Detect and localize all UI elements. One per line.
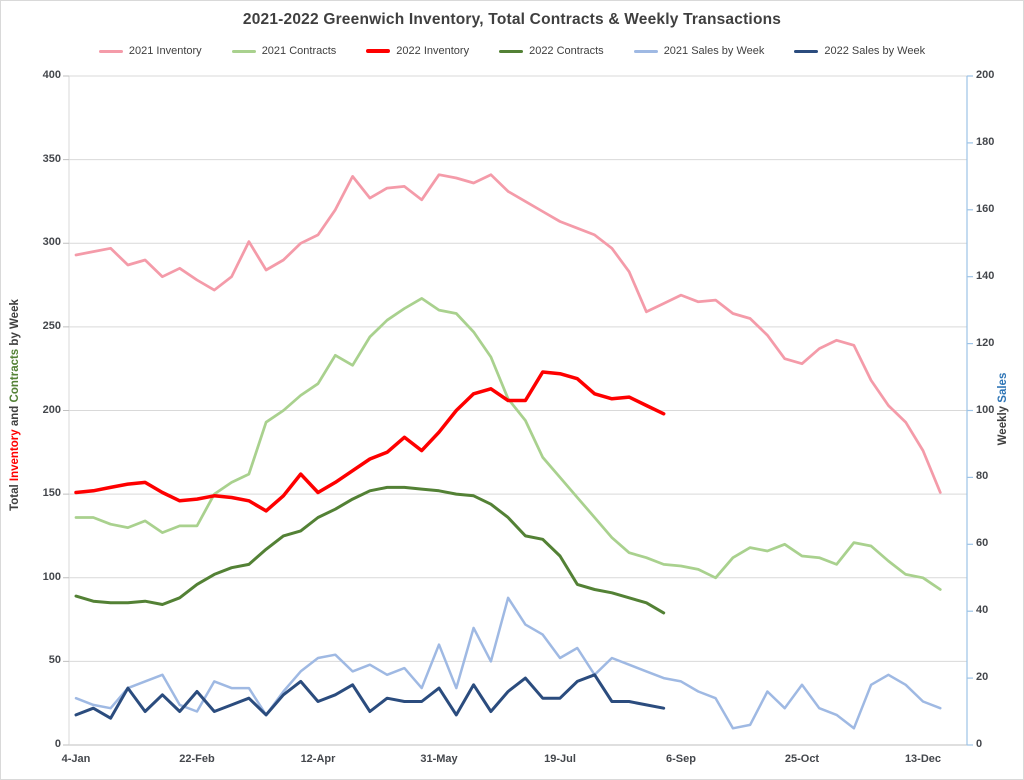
y-axis-tick-label-right: 60: [976, 537, 989, 550]
x-axis-tick-label: 19-Jul: [544, 753, 576, 765]
legend-label: 2021 Inventory: [128, 45, 202, 57]
legend-marker: [499, 49, 524, 53]
legend-label: 2022 Contracts: [529, 45, 604, 57]
x-axis-tick-label: 6-Sep: [666, 753, 696, 765]
y-axis-tick-label-right: 160: [976, 202, 995, 215]
legend-item-2022-inventory: 2022 Inventory: [366, 45, 469, 57]
series-line-2022-contracts: [74, 485, 666, 615]
y-axis-tick-label-right: 140: [976, 269, 995, 282]
legend-label: 2021 Contracts: [261, 45, 337, 57]
left-axis-title: Total Inventory and Contracts by Week: [9, 255, 21, 555]
series-line-2021-sales-by-week: [74, 596, 942, 730]
y-axis-tick-label-right: 180: [976, 135, 995, 148]
y-axis-tick-label-left: 300: [42, 236, 61, 249]
series-line-2022-inventory: [74, 370, 666, 513]
series-line-2021-contracts: [74, 297, 942, 591]
legend-marker: [794, 49, 819, 53]
axis-title-part: Weekly: [997, 402, 1009, 446]
x-axis-tick-label: 4-Jan: [61, 753, 91, 765]
legend-marker: [633, 49, 658, 53]
y-axis-tick-label-left: 50: [48, 654, 61, 667]
legend-marker: [366, 49, 391, 53]
legend-label: 2021 Sales by Week: [663, 45, 765, 57]
series-line-2022-sales-by-week: [74, 673, 666, 720]
x-axis-tick-label: 13-Dec: [904, 753, 942, 765]
y-axis-tick-label-right: 120: [976, 336, 995, 349]
legend-marker: [98, 49, 123, 53]
y-axis-tick-label-left: 100: [42, 570, 61, 583]
chart-legend: 2021 Inventory 2021 Contracts 2022 Invento…: [1, 45, 1023, 57]
legend-item-2021-sales-by-week: 2021 Sales by Week: [633, 45, 765, 57]
x-axis-tick-label: 12-Apr: [300, 753, 336, 765]
chart-title: 2021-2022 Greenwich Inventory, Total Con…: [242, 11, 782, 28]
x-axis-tick-label: 25-Oct: [784, 753, 820, 765]
legend-label: 2022 Inventory: [396, 45, 470, 57]
y-axis-tick-label-left: 0: [54, 738, 61, 750]
x-axis-tick-label: 31-May: [420, 753, 458, 765]
y-axis-tick-label-right: 200: [976, 69, 995, 81]
y-axis-tick-label-right: 80: [976, 470, 989, 483]
series-line-2021-inventory: [74, 173, 942, 494]
y-axis-tick-label-right: 0: [976, 738, 983, 750]
legend-item-2021-contracts: 2021 Contracts: [231, 45, 337, 57]
axis-title-part: Contracts: [9, 348, 21, 403]
legend-item-2022-sales-by-week: 2022 Sales by Week: [794, 45, 925, 57]
legend-item-2021-inventory: 2021 Inventory: [98, 45, 202, 57]
y-axis-tick-label-right: 20: [976, 671, 989, 684]
axis-title-part: and: [9, 402, 21, 430]
y-axis-tick-label-left: 250: [42, 319, 61, 332]
legend-marker: [231, 49, 256, 53]
legend-item-2022-contracts: 2022 Contracts: [499, 45, 604, 57]
x-axis-tick-label: 22-Feb: [179, 753, 215, 765]
y-axis-tick-label-left: 150: [42, 487, 61, 500]
y-axis-tick-label-right: 40: [976, 604, 989, 617]
axis-title-part: by Week: [9, 299, 21, 349]
axis-title-part: Inventory: [9, 429, 21, 482]
y-axis-tick-label-left: 400: [42, 69, 61, 81]
y-axis-tick-label-right: 100: [976, 403, 995, 416]
y-axis-tick-label-left: 350: [42, 152, 61, 165]
axis-title-part: Sales: [997, 372, 1009, 403]
axis-title-part: Total: [9, 481, 21, 511]
legend-label: 2022 Sales by Week: [824, 45, 926, 57]
right-axis-title: Weekly Sales: [997, 259, 1009, 559]
y-axis-tick-label-left: 200: [42, 403, 61, 416]
